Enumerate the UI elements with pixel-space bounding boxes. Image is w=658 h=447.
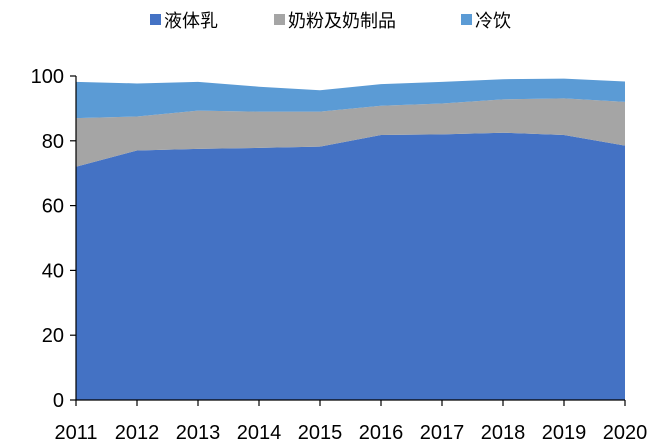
- legend-swatch-3: [461, 14, 472, 25]
- y-tick-label: 80: [42, 131, 64, 153]
- axes: 0 20 40 60 80 100 2011 2012 2013 2014 2015 2016 2017…: [31, 66, 648, 444]
- x-tick-label: 2020: [603, 422, 648, 444]
- legend-label-3: 冷饮: [475, 11, 511, 32]
- legend: 液体乳 奶粉及奶制品 冷饮: [150, 11, 511, 32]
- x-tick-label: 2011: [54, 422, 97, 444]
- x-tick-label: 2016: [359, 422, 404, 444]
- area-series-1: [76, 132, 625, 400]
- x-tick-label: 2019: [542, 422, 587, 444]
- y-tick-label: 40: [42, 260, 64, 282]
- legend-label-1: 液体乳: [164, 11, 218, 32]
- x-tick-label: 2014: [237, 422, 282, 444]
- y-tick-label: 100: [31, 66, 64, 88]
- x-tick-label: 2012: [115, 422, 160, 444]
- plot-area: [76, 78, 625, 400]
- x-tick-label: 2018: [481, 422, 526, 444]
- area-series-3: [76, 78, 625, 119]
- legend-swatch-1: [150, 14, 161, 25]
- legend-label-2: 奶粉及奶制品: [288, 11, 396, 32]
- y-tick-label: 0: [53, 390, 64, 412]
- legend-swatch-2: [274, 14, 285, 25]
- x-tick-label: 2017: [420, 422, 465, 444]
- y-tick-label: 20: [42, 325, 64, 347]
- area-series-2: [76, 98, 625, 167]
- x-tick-label: 2013: [176, 422, 221, 444]
- y-tick-label: 60: [42, 196, 64, 218]
- x-tick-label: 2015: [298, 422, 343, 444]
